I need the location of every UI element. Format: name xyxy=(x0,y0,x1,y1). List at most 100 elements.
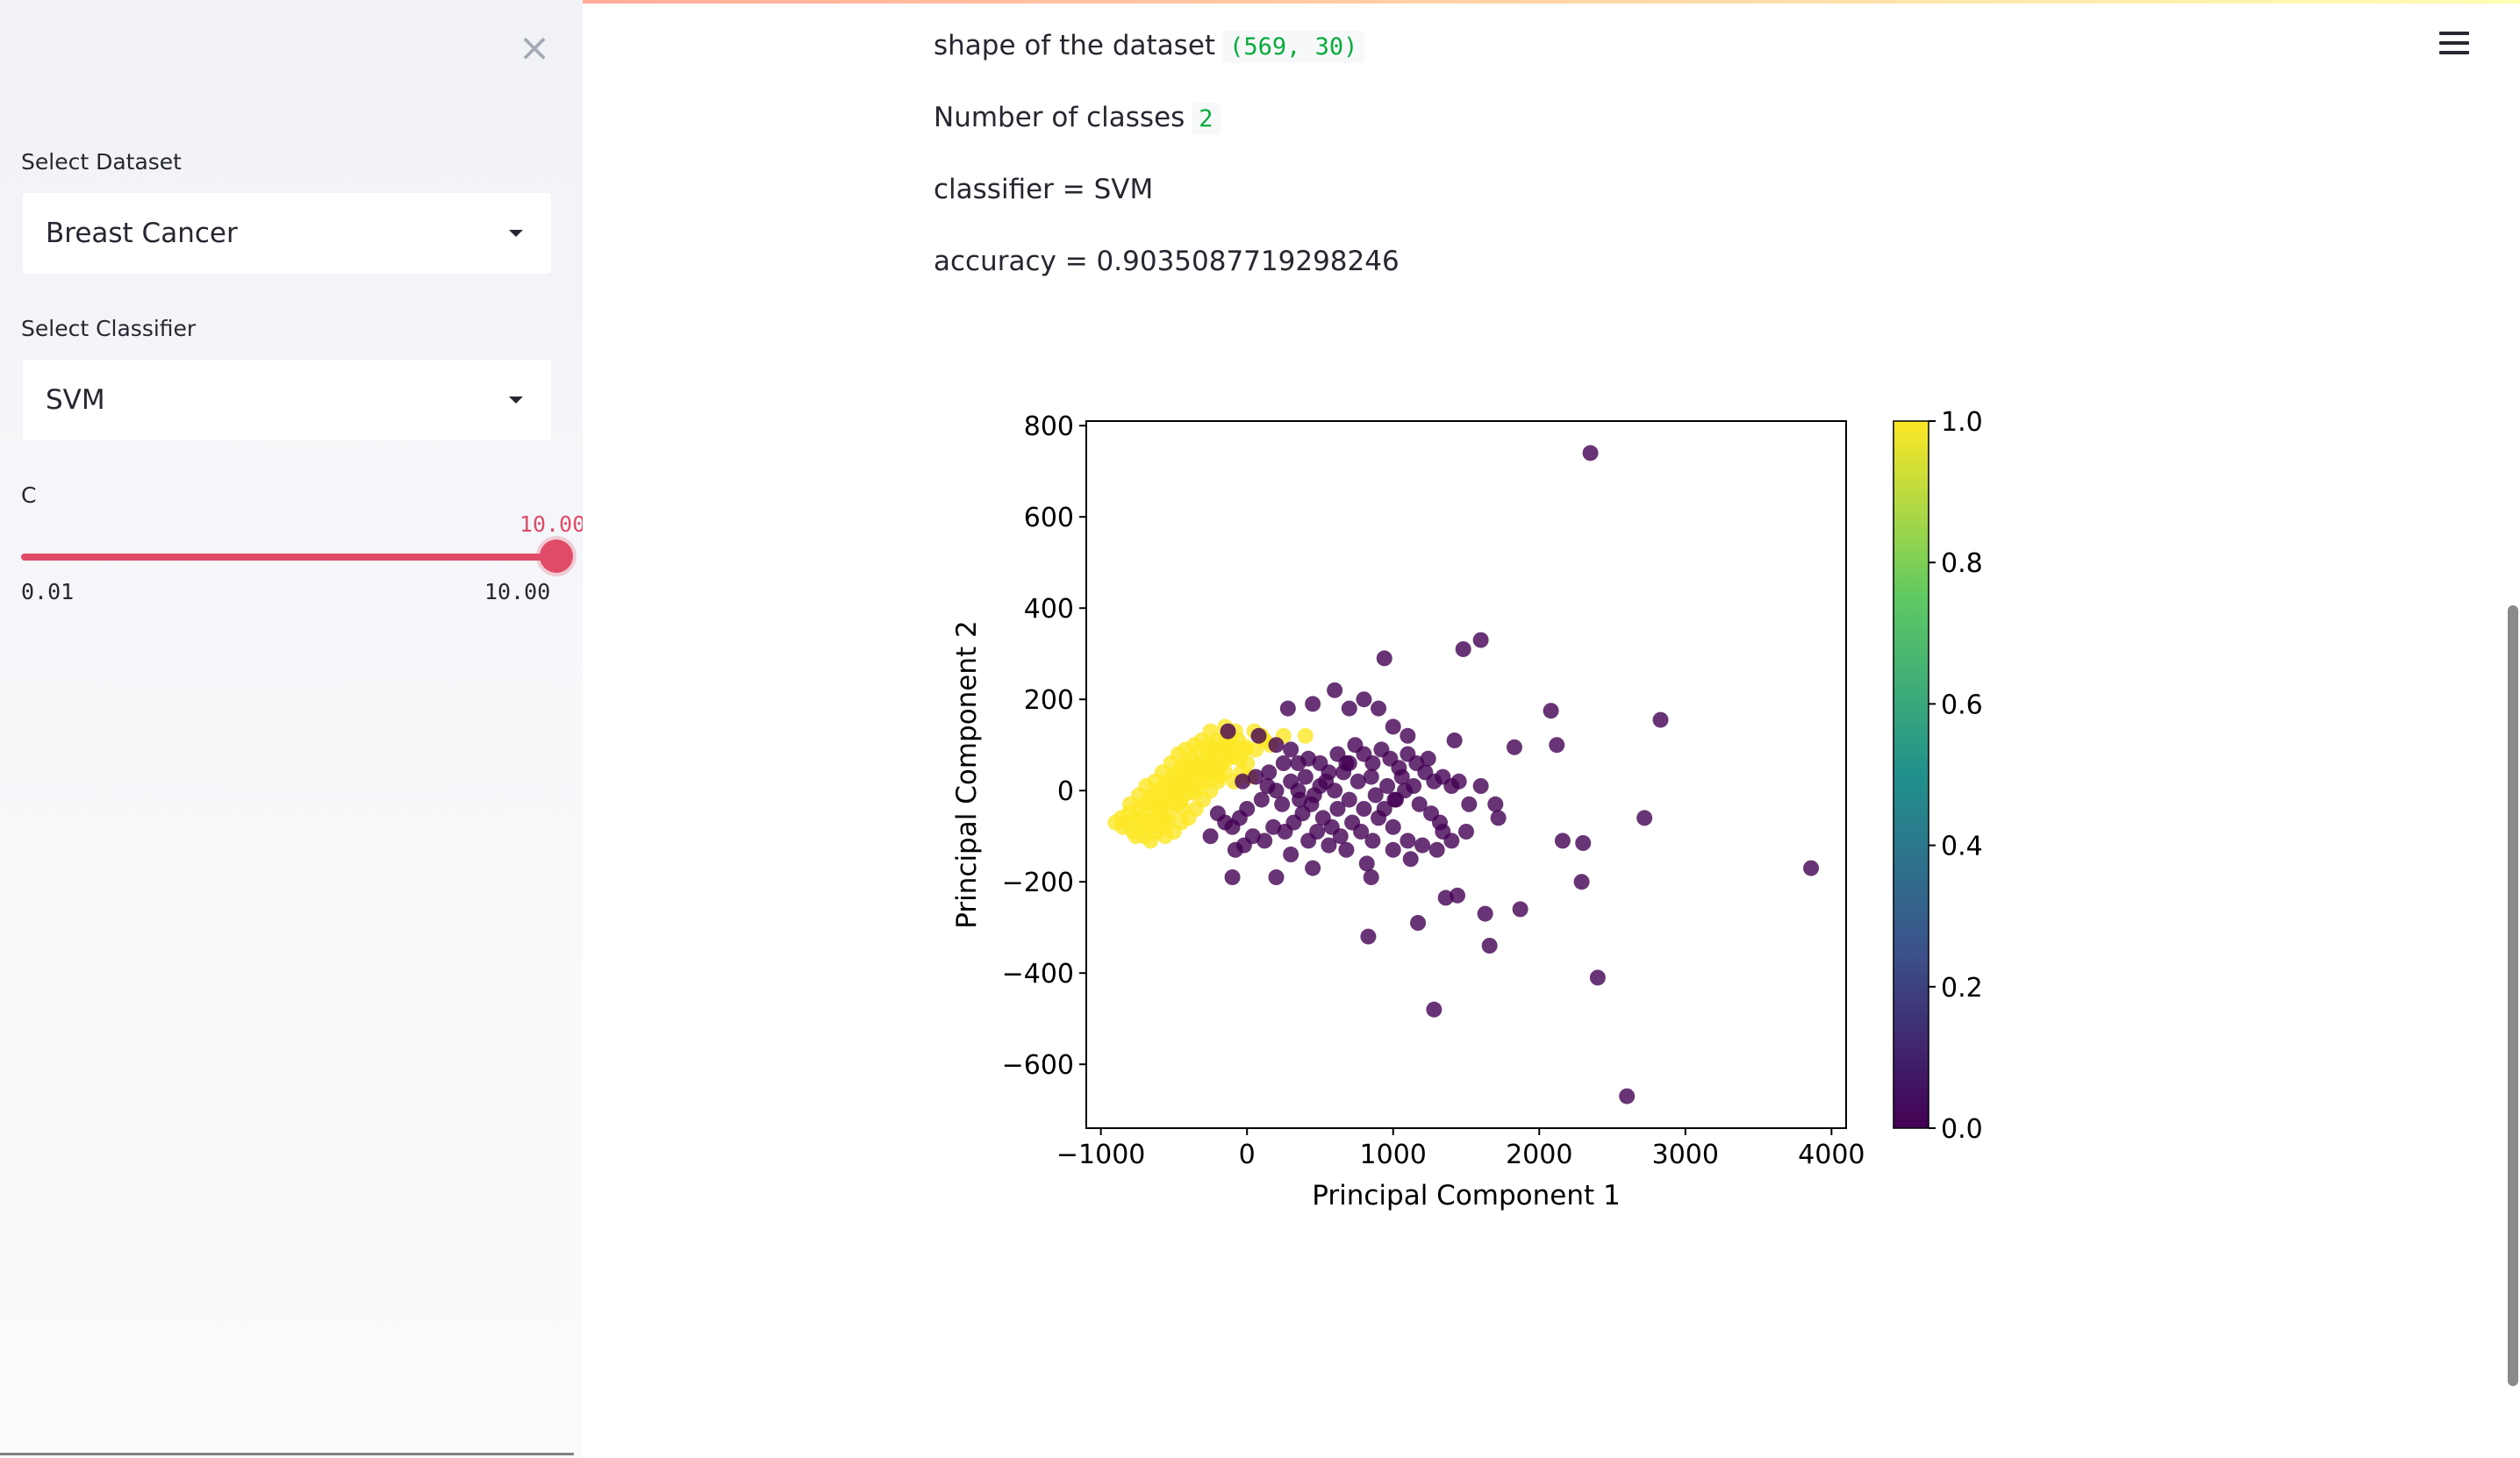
scatter-point xyxy=(1185,784,1202,801)
scatter-point xyxy=(1376,801,1392,817)
main-scrollbar[interactable] xyxy=(2508,605,2518,1386)
scatter-point xyxy=(1261,764,1278,781)
scatter-point xyxy=(1239,755,1256,771)
scatter-point xyxy=(1477,905,1493,922)
scatter-point xyxy=(1458,824,1474,840)
scatter-point xyxy=(1211,768,1228,785)
scatter-point xyxy=(1128,828,1144,845)
classes-line: Number of classes 2 xyxy=(934,102,1221,135)
pca-scatter-plot: −1000 0 1000 2000 3000 4000 8006004002000−200… xyxy=(951,407,1983,1211)
classifier-select[interactable]: SVM xyxy=(23,360,551,440)
colorbar-tick-label: 0.0 xyxy=(1941,1114,1983,1145)
scatter-point xyxy=(1455,641,1471,657)
scatter-point xyxy=(1134,810,1150,826)
scatter-point xyxy=(1172,794,1189,811)
scatter-point xyxy=(1420,750,1436,767)
y-tick-label: 200 xyxy=(1024,685,1074,716)
scatter-point xyxy=(1195,757,1212,774)
scatter-point xyxy=(1364,755,1381,771)
scatter-point xyxy=(1385,818,1401,835)
hamburger-menu-icon[interactable] xyxy=(2439,32,2469,61)
dataset-select-value: Breast Cancer xyxy=(46,218,238,249)
scatter-point xyxy=(1341,755,1357,771)
classifier-text: classifier = SVM xyxy=(934,174,1154,205)
scatter-point xyxy=(1142,833,1159,849)
scatter-point xyxy=(1582,445,1599,461)
scatter-point xyxy=(1573,874,1590,890)
scatter-point xyxy=(1363,869,1379,885)
scatter-point xyxy=(1428,841,1445,858)
scatter-point xyxy=(1341,700,1357,717)
scatter-point xyxy=(1411,796,1428,812)
scatter-point xyxy=(1367,787,1384,804)
scatter-point xyxy=(1386,791,1403,808)
slider-track[interactable] xyxy=(21,554,556,561)
scatter-point xyxy=(1253,791,1270,808)
scatter-point xyxy=(1209,805,1226,822)
scatter-point xyxy=(1283,847,1299,862)
slider-current-value: 10.00 xyxy=(519,511,583,537)
scatter-point xyxy=(1143,818,1160,835)
scatter-point xyxy=(1353,824,1370,840)
close-icon[interactable]: × xyxy=(518,25,551,70)
y-tick-label: 400 xyxy=(1024,594,1074,625)
y-tick-label: 600 xyxy=(1024,503,1074,533)
scatter-point xyxy=(1248,768,1264,785)
x-tick-label: 4000 xyxy=(1798,1140,1865,1170)
scatter-point xyxy=(1151,791,1168,808)
x-tick-label: 3000 xyxy=(1652,1140,1719,1170)
plot-frame xyxy=(1085,420,1847,1129)
scatter-point xyxy=(1202,828,1219,845)
scatter-point xyxy=(1575,835,1592,851)
x-axis-label: Principal Component 1 xyxy=(1312,1180,1621,1211)
scatter-point xyxy=(1181,767,1198,783)
scatter-point xyxy=(1363,768,1379,785)
y-tick-label: −600 xyxy=(1002,1050,1074,1081)
scatter-point xyxy=(1300,833,1317,849)
scatter-point xyxy=(1321,837,1337,854)
chevron-down-icon xyxy=(509,397,523,404)
scatter-point xyxy=(1306,787,1322,804)
scatter-point xyxy=(1221,739,1238,755)
scatter-point xyxy=(1589,969,1606,986)
scatter-point xyxy=(1268,869,1285,885)
shape-label: shape of the dataset xyxy=(934,30,1216,61)
dataset-select[interactable]: Breast Cancer xyxy=(23,193,551,274)
scatter-point xyxy=(1554,833,1571,849)
colorbar-tick-label: 0.2 xyxy=(1941,973,1983,1004)
scatter-point xyxy=(1235,773,1251,790)
slider-c-label: C xyxy=(21,482,37,508)
top-accent-line xyxy=(0,0,2520,4)
scatter-point xyxy=(1371,700,1387,717)
scatter-point xyxy=(1385,841,1401,858)
colorbar-tick-label: 0.4 xyxy=(1941,832,1983,862)
y-tick-label: −200 xyxy=(1002,868,1074,898)
x-tick-label: 0 xyxy=(1239,1140,1256,1170)
scatter-point xyxy=(1356,801,1372,817)
chevron-down-icon xyxy=(509,230,523,237)
scatter-point xyxy=(1349,773,1366,790)
accuracy-text: accuracy = 0.9035087719298246 xyxy=(934,246,1400,277)
scatter-point xyxy=(1256,833,1273,849)
scatter-point xyxy=(1385,718,1401,735)
scatter-point xyxy=(1379,778,1396,794)
scatter-point xyxy=(1481,938,1498,954)
colorbar-tick-label: 1.0 xyxy=(1941,407,1983,438)
scatter-point xyxy=(1437,890,1454,906)
slider-thumb[interactable] xyxy=(540,540,573,573)
y-axis-label: Principal Component 2 xyxy=(951,620,983,929)
scatter-point xyxy=(1207,744,1224,760)
scatter-point xyxy=(1364,833,1381,849)
y-tick-label: −400 xyxy=(1002,959,1074,990)
shape-line: shape of the dataset (569, 30) xyxy=(934,30,1365,63)
scatter-point xyxy=(1410,915,1427,931)
scatter-point xyxy=(1461,796,1478,812)
scatter-point xyxy=(1652,711,1669,728)
scatter-point xyxy=(1274,796,1291,812)
scatter-point xyxy=(1279,700,1296,717)
colorbar-tick-label: 0.8 xyxy=(1941,548,1983,579)
scatter-point xyxy=(1549,737,1565,754)
scatter-point xyxy=(1238,739,1255,755)
scatter-point xyxy=(1283,741,1299,758)
scatter-point xyxy=(1305,696,1321,712)
